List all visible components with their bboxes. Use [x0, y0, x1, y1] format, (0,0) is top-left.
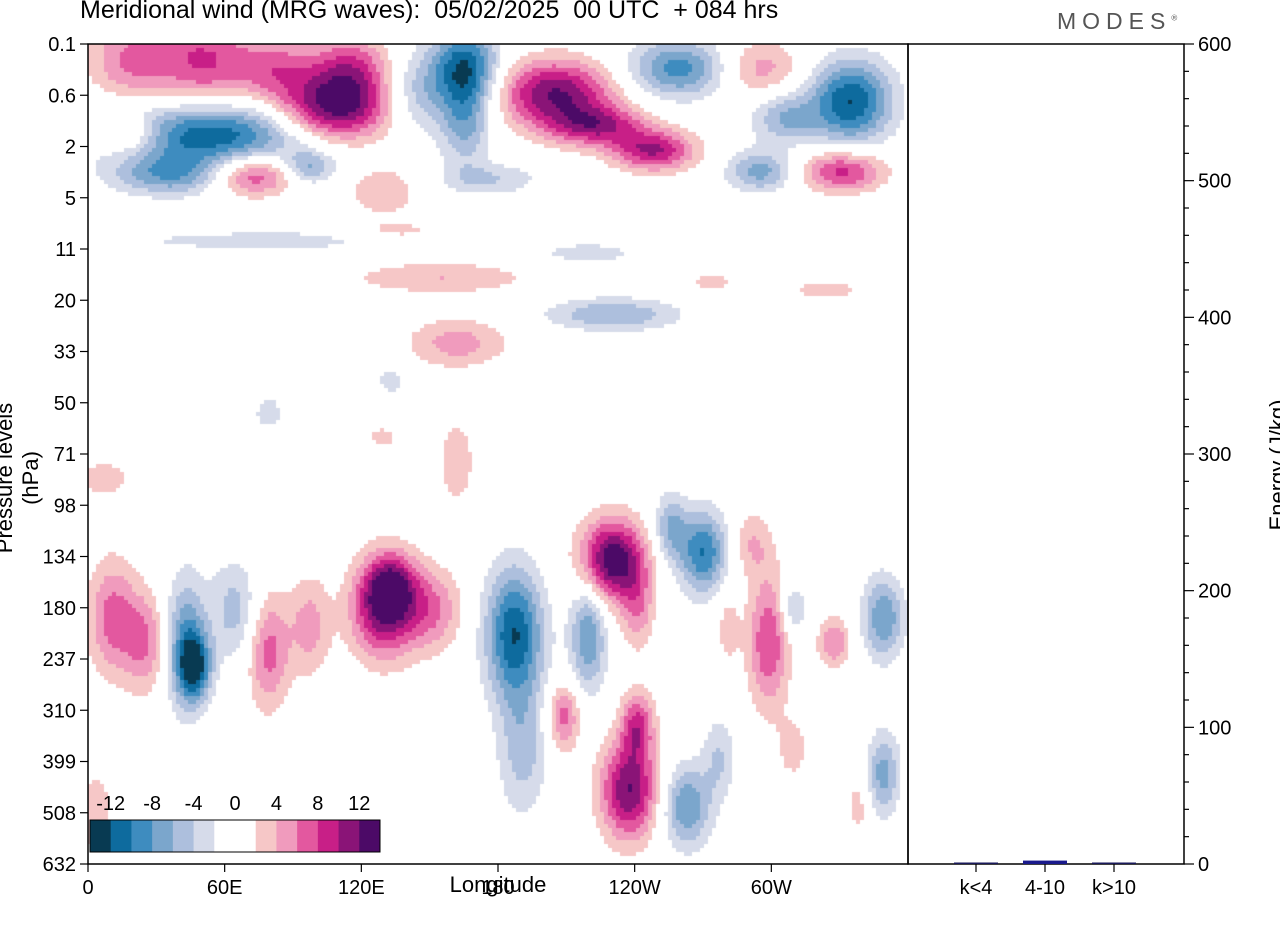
x-tick-label: 0 [82, 877, 93, 899]
colorbar-swatch [193, 820, 215, 852]
y-tick-label: 98 [54, 495, 76, 517]
chart-title: Meridional wind (MRG waves): 05/02/2025 … [80, 0, 779, 24]
energy-bar [954, 862, 998, 864]
y-tick-label: 399 [43, 752, 76, 774]
energy-tick-label: 600 [1198, 34, 1231, 56]
y-axis-label: Pressure levels (hPa) [0, 402, 43, 554]
y-tick-label: 5 [65, 188, 76, 210]
energy-axis: 0 100 200 300 400 500 600 [1184, 34, 1231, 876]
longitude-axis: 0 60E 120E 180 120W 60W [82, 864, 792, 899]
y-tick-label: 632 [43, 854, 76, 876]
x-tick-label: 120E [338, 877, 385, 899]
energy-tick-label: 400 [1198, 307, 1231, 329]
x-tick-label: 60W [751, 877, 792, 899]
y-tick-label: 2 [65, 137, 76, 159]
colorbar-label: -4 [185, 793, 203, 815]
y-tick-label: 0.6 [48, 85, 76, 107]
colorbar-label: -12 [96, 793, 125, 815]
y-tick-label: 11 [55, 239, 76, 261]
colorbar-swatch [214, 820, 236, 852]
colorbar: -12 -8 -4 0 4 8 12 [89, 793, 381, 853]
energy-tick-label: 100 [1198, 717, 1231, 739]
colorbar-swatch [90, 820, 112, 852]
energy-tick-label: 500 [1198, 171, 1231, 193]
y-tick-label: 20 [54, 290, 76, 312]
y-tick-label: 180 [43, 598, 76, 620]
energy-bar [1092, 862, 1136, 864]
x-tick-label: 120W [609, 877, 661, 899]
band-label: 4-10 [1025, 877, 1065, 899]
energy-panel-frame [907, 43, 1185, 865]
colorbar-swatch [317, 820, 340, 852]
energy-tick-label: 300 [1198, 444, 1231, 466]
colorbar-swatch [255, 820, 277, 852]
registered-mark: ® [1171, 13, 1178, 23]
y-tick-label: 71 [54, 444, 76, 466]
colorbar-label: -8 [143, 793, 161, 815]
colorbar-swatch [152, 820, 174, 852]
colorbar-label: 8 [312, 793, 323, 815]
colorbar-swatch [297, 820, 319, 852]
contour-image [88, 44, 908, 864]
colorbar-label: 12 [348, 793, 370, 815]
y-tick-label: 50 [54, 393, 76, 415]
contour-field [88, 44, 908, 864]
colorbar-frame [89, 819, 381, 853]
colorbar-swatch [131, 820, 153, 852]
colorbar-swatch [338, 820, 360, 852]
energy-bar [1023, 860, 1067, 864]
band-label: k>10 [1092, 877, 1136, 899]
colorbar-swatch [235, 820, 257, 852]
y-tick-label: 134 [43, 547, 76, 569]
colorbar-label: 4 [271, 793, 282, 815]
y-tick-label: 237 [43, 649, 76, 671]
y-tick-label: 310 [43, 700, 76, 722]
x-axis-label: Longitude [449, 872, 547, 897]
x-tick-label: 60E [207, 877, 243, 899]
x-tick-label: 180 [481, 877, 514, 899]
logo-text: MODES [1057, 8, 1172, 34]
colorbar-swatch [359, 820, 381, 852]
colorbar-swatch [276, 820, 298, 852]
colorbar-label: 0 [229, 793, 240, 815]
band-label: k<4 [960, 877, 993, 899]
colorbar-swatch [110, 820, 132, 852]
energy-tick-label: 0 [1198, 854, 1209, 876]
energy-tick-label: 200 [1198, 581, 1231, 603]
pressure-axis: 0.1 0.6 2 5 11 20 33 50 71 98 134 180 237 310 399 508 63… [43, 34, 88, 876]
y-tick-label: 33 [54, 342, 76, 364]
modes-logo: MODES® [1057, 8, 1177, 35]
y-tick-label: 0.1 [48, 34, 76, 56]
y-tick-label: 508 [43, 803, 76, 825]
energy-bars [954, 860, 1136, 864]
energy-axis-label: Energy (J/kg) [1265, 399, 1280, 531]
band-axis: k<4 4-10 k>10 [960, 864, 1136, 899]
colorbar-swatch [172, 820, 195, 852]
